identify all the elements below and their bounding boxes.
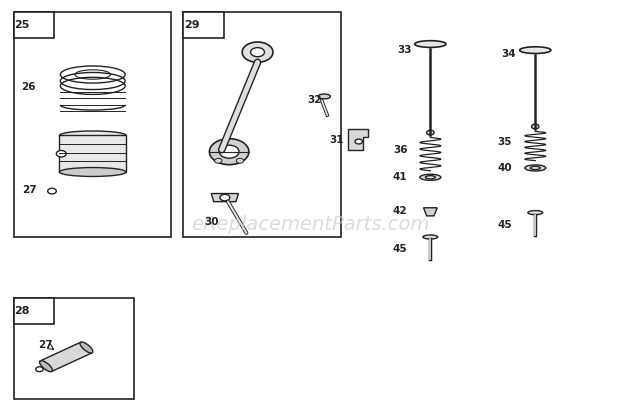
Ellipse shape [415,40,446,47]
Ellipse shape [525,165,546,171]
Bar [14,11,171,237]
Ellipse shape [60,131,126,140]
Text: eReplacementParts.com: eReplacementParts.com [191,215,429,234]
Circle shape [250,47,265,57]
Circle shape [531,124,539,129]
Circle shape [220,194,230,201]
Text: 42: 42 [392,206,407,216]
Circle shape [242,42,273,62]
Ellipse shape [318,94,330,99]
Ellipse shape [423,235,438,239]
Polygon shape [40,342,92,371]
Text: 45: 45 [497,220,511,230]
Circle shape [355,139,363,144]
Text: 33: 33 [397,45,412,55]
Text: 40: 40 [497,163,511,173]
Text: 32: 32 [307,95,322,105]
Bar [60,135,126,172]
Circle shape [427,130,434,135]
Ellipse shape [420,174,441,180]
Text: 35: 35 [497,137,511,146]
Text: 29: 29 [184,20,199,30]
Text: 34: 34 [501,49,515,59]
Polygon shape [348,128,368,151]
Text: 27: 27 [38,339,53,350]
Ellipse shape [528,211,542,215]
Text: 26: 26 [21,82,36,92]
Circle shape [236,158,244,163]
Bar [184,11,224,38]
Ellipse shape [530,166,540,170]
Ellipse shape [40,361,53,372]
Bar [14,298,54,324]
Text: 25: 25 [14,20,29,30]
Ellipse shape [425,175,435,179]
Text: 45: 45 [392,244,407,254]
Circle shape [219,145,239,158]
Circle shape [215,158,222,163]
Ellipse shape [520,47,551,54]
Text: 28: 28 [14,306,30,316]
Bar [14,11,54,38]
Bar [184,11,341,237]
Polygon shape [211,193,239,202]
Text: 30: 30 [204,216,218,227]
Ellipse shape [56,151,66,157]
Text: 36: 36 [394,145,408,155]
Text: 27: 27 [22,185,37,195]
Bar [14,298,134,400]
Ellipse shape [60,168,126,176]
Text: 31: 31 [329,135,344,145]
Ellipse shape [80,342,93,353]
Polygon shape [423,208,437,216]
Text: 41: 41 [392,172,407,182]
Circle shape [210,139,249,165]
